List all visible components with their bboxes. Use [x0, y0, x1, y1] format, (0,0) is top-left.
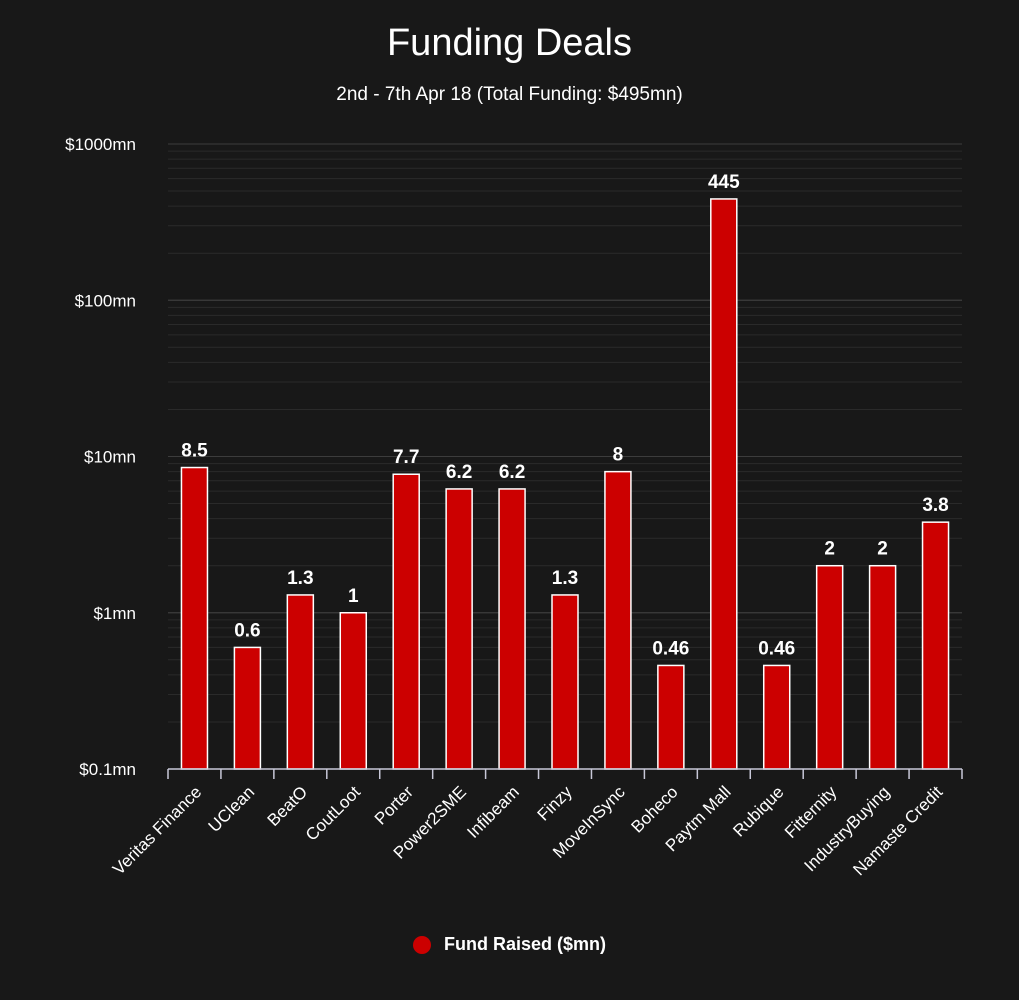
data-label: 2: [824, 539, 835, 560]
data-label: 1.3: [287, 568, 313, 589]
x-tick-label: Finzy: [534, 782, 577, 825]
data-label: 0.46: [758, 638, 795, 659]
bars: [180, 198, 950, 770]
data-label: 8.5: [181, 441, 208, 462]
y-tick-label: $1000mn: [65, 135, 136, 154]
bar[interactable]: [180, 466, 209, 770]
data-label: 6.2: [446, 462, 472, 483]
bar[interactable]: [868, 564, 897, 770]
data-label: 3.8: [922, 495, 948, 516]
bar[interactable]: [339, 612, 368, 770]
data-label: 7.7: [393, 447, 419, 468]
chart-subtitle: 2nd - 7th Apr 18 (Total Funding: $495mn): [336, 84, 683, 105]
bar[interactable]: [498, 488, 526, 770]
x-tick-label: UClean: [205, 782, 259, 836]
x-tick-label: Veritas Finance: [109, 782, 205, 878]
bar[interactable]: [921, 521, 950, 770]
bar[interactable]: [604, 470, 632, 770]
bar[interactable]: [445, 488, 473, 770]
bar[interactable]: [392, 473, 420, 770]
legend-marker-icon: [412, 935, 431, 954]
y-tick-label: $1mn: [93, 604, 136, 623]
y-tick-label: $10mn: [84, 448, 136, 467]
bar[interactable]: [233, 646, 262, 770]
x-tick-label: CoutLoot: [302, 782, 364, 844]
data-label: 2: [877, 539, 888, 560]
data-label: 0.46: [652, 638, 689, 659]
data-labels: 8.5 0.6 1.3 1 7.7 6.2 6.2 1.3 8 0.46 445 0.46 2 2 3.8: [181, 172, 948, 660]
bar[interactable]: [657, 664, 685, 770]
x-tick-label: Infibeam: [463, 782, 523, 842]
x-tick-label: BeatO: [264, 782, 312, 830]
y-tick-label: $0.1mn: [79, 760, 136, 779]
bar[interactable]: [286, 594, 315, 770]
y-axis-ticks: $0.1mn $1mn $10mn $100mn $1000mn: [65, 135, 136, 779]
data-label: 1: [348, 586, 359, 607]
x-tick-label: Boheco: [627, 782, 681, 836]
chart-title: Funding Deals: [386, 22, 633, 64]
y-tick-label: $100mn: [75, 291, 136, 310]
x-tick-label: Porter: [371, 782, 417, 828]
data-label: 1.3: [552, 568, 578, 589]
bar[interactable]: [551, 594, 579, 770]
legend-label: Fund Raised ($mn): [443, 934, 606, 954]
data-label: 445: [708, 172, 740, 193]
data-label: 8: [613, 445, 624, 466]
bar[interactable]: [762, 664, 791, 770]
data-label: 6.2: [499, 462, 525, 483]
legend[interactable]: Fund Raised ($mn): [0, 934, 1019, 955]
bar-chart: $0.1mn $1mn $10mn $100mn $1000mn 8.5 0.6 1.3 1 7…: [65, 135, 963, 879]
bar[interactable]: [710, 198, 738, 770]
x-tick-label: Namaste Credit: [849, 782, 946, 879]
bar[interactable]: [815, 564, 844, 770]
data-label: 0.6: [234, 620, 260, 641]
x-tick-label: Rubique: [729, 782, 787, 840]
